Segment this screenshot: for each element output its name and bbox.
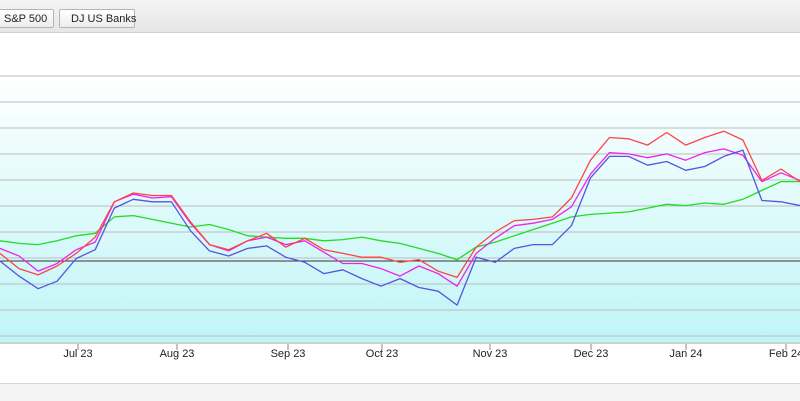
- chart-area: Jul 23 Aug 23 Sep 23 Oct 23 Nov 23 Dec 23 Jan …: [0, 32, 800, 384]
- plot-background: [0, 76, 800, 342]
- x-axis: Jul 23 Aug 23 Sep 23 Oct 23 Nov 23 Dec 23 Jan …: [63, 344, 800, 360]
- x-tick-label: Oct 23: [366, 348, 398, 360]
- axis-divider: [0, 342, 800, 344]
- legend-sp500-toggle[interactable]: S&P 500: [0, 9, 54, 28]
- x-tick-label: Feb 24: [769, 348, 800, 360]
- chart-toolbar: S&P 500 DJ US Banks: [0, 0, 800, 33]
- x-tick-label: Jul 23: [63, 348, 92, 360]
- series-line-0: [0, 180, 800, 261]
- x-tick-label: Sep 23: [271, 348, 306, 360]
- x-tick-label: Dec 23: [574, 348, 609, 360]
- legend-djbanks-label: DJ US Banks: [71, 12, 137, 25]
- x-tick-label: Jan 24: [669, 348, 702, 360]
- series-line-1: [0, 148, 800, 287]
- legend-djbanks-toggle[interactable]: DJ US Banks: [59, 9, 137, 28]
- series-line-3: [0, 149, 800, 306]
- series-line-2: [0, 130, 800, 279]
- x-tick-label: Aug 23: [160, 348, 195, 360]
- series-lines: [0, 130, 800, 306]
- line-chart: Jul 23 Aug 23 Sep 23 Oct 23 Nov 23 Dec 23 Jan …: [0, 75, 800, 360]
- x-tick-label: Nov 23: [473, 348, 508, 360]
- scroll-bar[interactable]: [0, 383, 800, 401]
- gridlines: [0, 75, 800, 337]
- legend-sp500-label: S&P 500: [4, 12, 48, 25]
